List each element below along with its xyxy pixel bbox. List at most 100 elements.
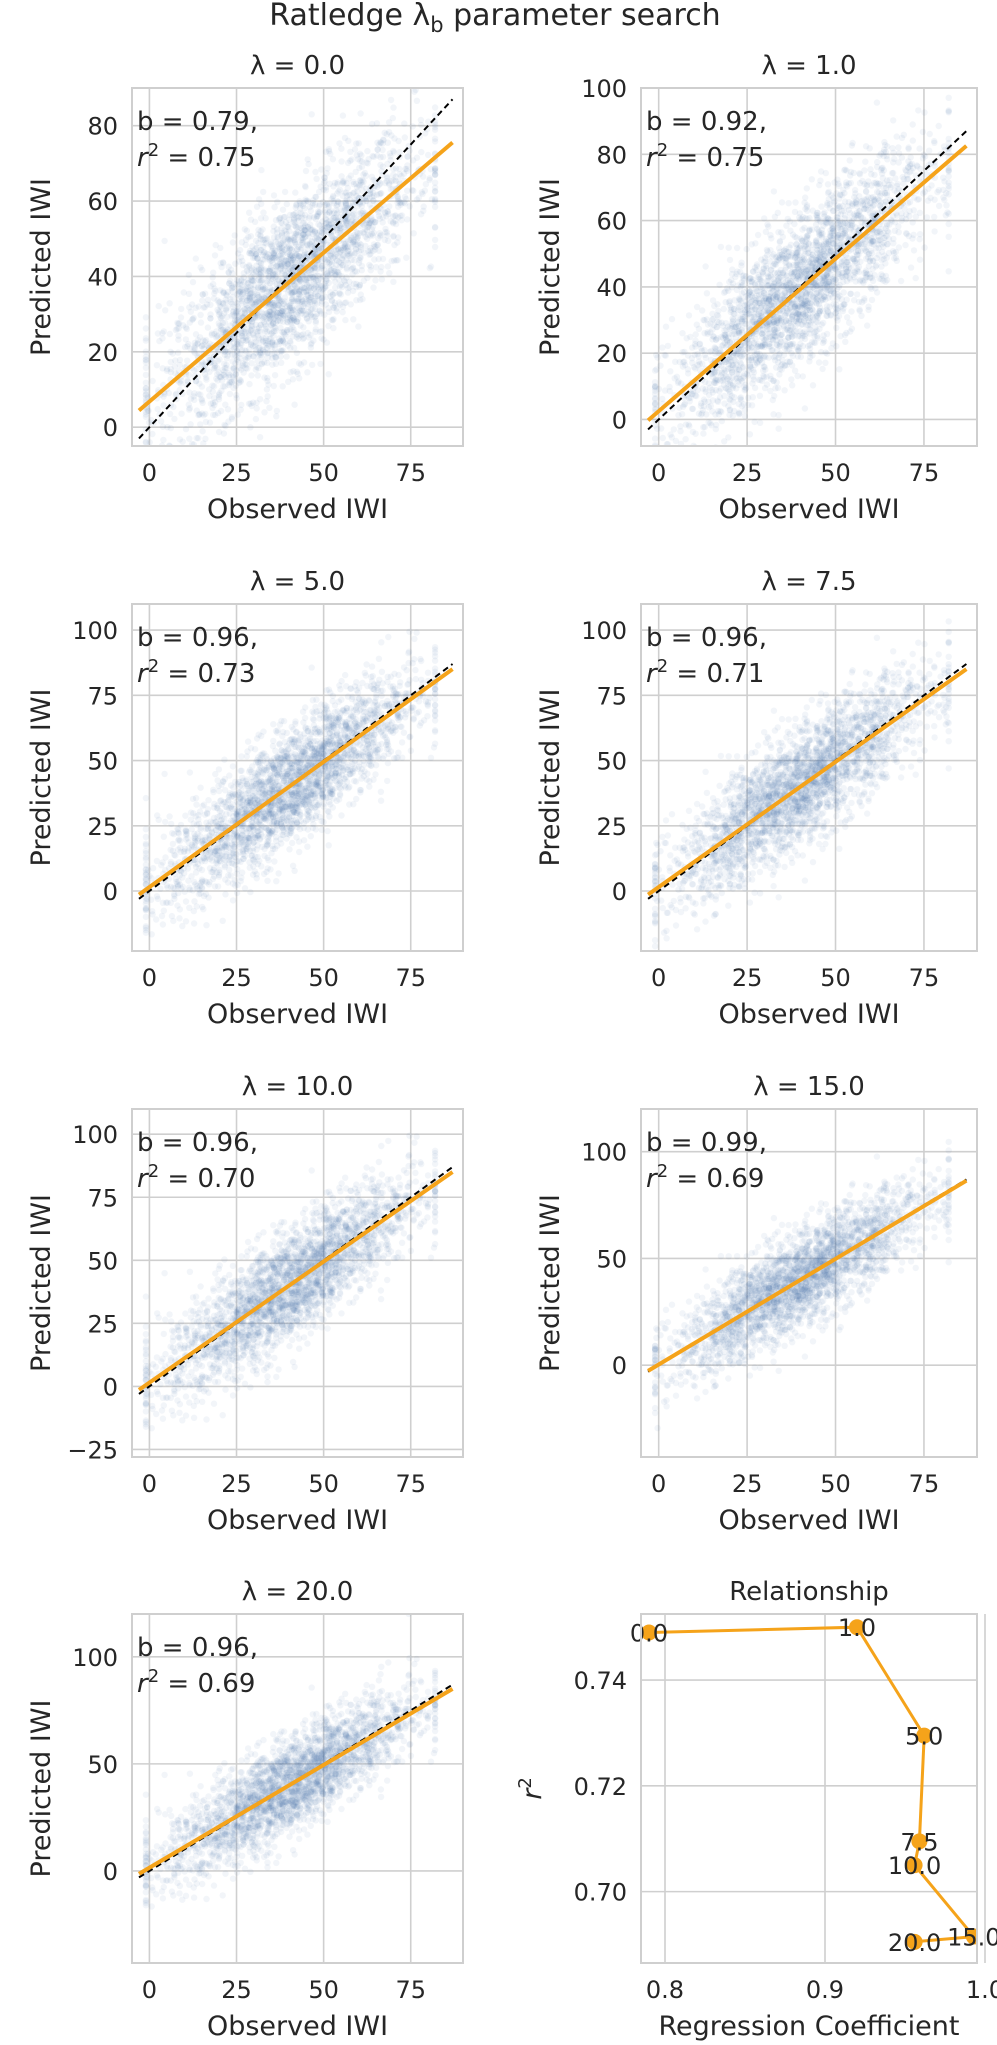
scatter-point: [305, 160, 312, 168]
scatter-point: [223, 304, 231, 312]
scatter-point: [856, 171, 864, 178]
scatter-point: [231, 232, 238, 239]
scatter-point: [244, 293, 251, 300]
scatter-point: [300, 331, 307, 338]
scatter-point: [254, 298, 262, 305]
scatter-point: [238, 276, 245, 283]
scatter-point: [264, 349, 272, 356]
scatter-point: [224, 313, 231, 320]
scatter-point: [757, 277, 764, 284]
scatter-point: [293, 250, 300, 258]
scatter-point: [257, 283, 265, 291]
scatter-point: [314, 265, 321, 272]
scatter-point: [907, 154, 914, 161]
scatter-point: [824, 308, 831, 315]
scatter-point: [311, 228, 319, 236]
scatter-point: [909, 121, 916, 128]
scatter-point: [677, 423, 684, 430]
scatter-point: [863, 255, 870, 262]
scatter-point: [384, 160, 391, 168]
scatter-point: [184, 377, 191, 384]
scatter-point: [717, 243, 725, 251]
scatter-point: [843, 167, 850, 174]
scatter-point: [276, 245, 283, 253]
scatter-point: [263, 341, 270, 348]
scatter-point: [309, 200, 317, 207]
scatter-point: [316, 228, 324, 235]
scatter-point: [299, 238, 306, 246]
scatter-point: [295, 360, 303, 367]
scatter-point: [246, 262, 253, 269]
scatter-point: [286, 302, 293, 309]
scatter-point: [200, 412, 207, 419]
scatter-point: [696, 360, 703, 368]
scatter-point: [214, 346, 222, 354]
scatter-point: [289, 265, 296, 272]
scatter-point: [839, 307, 846, 315]
scatter-point: [241, 305, 248, 313]
scatter-point: [175, 325, 182, 332]
scatter-point: [431, 171, 439, 179]
scatter-point: [288, 307, 295, 314]
scatter-point: [323, 170, 330, 177]
scatter-point: [741, 406, 749, 414]
scatter-point: [237, 287, 244, 294]
scatter-point: [346, 196, 353, 203]
scatter-point: [342, 199, 349, 207]
scatter-point: [295, 290, 302, 297]
scatter-point: [258, 166, 265, 174]
scatter-point: [211, 359, 218, 367]
scatter-point: [368, 216, 375, 223]
scatter-point: [915, 196, 923, 203]
scatter-point: [337, 281, 344, 288]
scatter-point: [330, 267, 337, 275]
scatter-point: [425, 118, 432, 125]
scatter-point: [315, 210, 322, 218]
scatter-point: [325, 305, 332, 312]
scatter-point: [311, 294, 319, 301]
scatter-point: [287, 345, 294, 352]
scatter-point: [387, 156, 394, 164]
scatter-point: [307, 289, 315, 297]
scatter-point: [324, 224, 331, 231]
scatter-point: [266, 327, 273, 335]
scatter-point: [160, 436, 167, 444]
scatter-point: [170, 403, 177, 411]
scatter-point: [813, 290, 820, 297]
scatter-point: [390, 171, 397, 178]
scatter-point: [344, 250, 351, 258]
scatter-point: [328, 220, 335, 227]
scatter-point: [866, 145, 873, 152]
scatter-point: [302, 276, 309, 283]
scatter-point: [304, 223, 312, 231]
scatter-point: [847, 224, 855, 231]
scatter-point: [398, 212, 406, 219]
scatter-point: [318, 295, 325, 302]
scatter-point: [365, 156, 372, 163]
scatter-point: [290, 314, 297, 321]
scatter-point: [202, 410, 209, 418]
scatter-point: [276, 261, 284, 268]
scatter-point: [420, 173, 427, 180]
scatter-point: [284, 261, 291, 268]
scatter-point: [306, 272, 313, 279]
scatter-point: [673, 457, 679, 463]
scatter-point: [401, 193, 409, 201]
scatter-point: [877, 199, 884, 206]
scatter-point: [736, 410, 743, 417]
scatter-point: [291, 259, 299, 266]
scatter-point: [289, 266, 297, 273]
scatter-point: [257, 236, 264, 243]
scatter-point: [830, 274, 837, 281]
scatter-point: [301, 227, 308, 234]
scatter-point: [266, 256, 273, 263]
scatter-point: [243, 361, 250, 368]
scatter-point: [222, 291, 230, 298]
scatter-point: [403, 195, 410, 203]
scatter-point: [277, 219, 285, 226]
scatter-point: [322, 187, 330, 194]
scatter-point: [284, 260, 291, 267]
scatter-point: [287, 284, 294, 291]
scatter-point: [261, 266, 268, 273]
scatter-point: [249, 399, 257, 406]
